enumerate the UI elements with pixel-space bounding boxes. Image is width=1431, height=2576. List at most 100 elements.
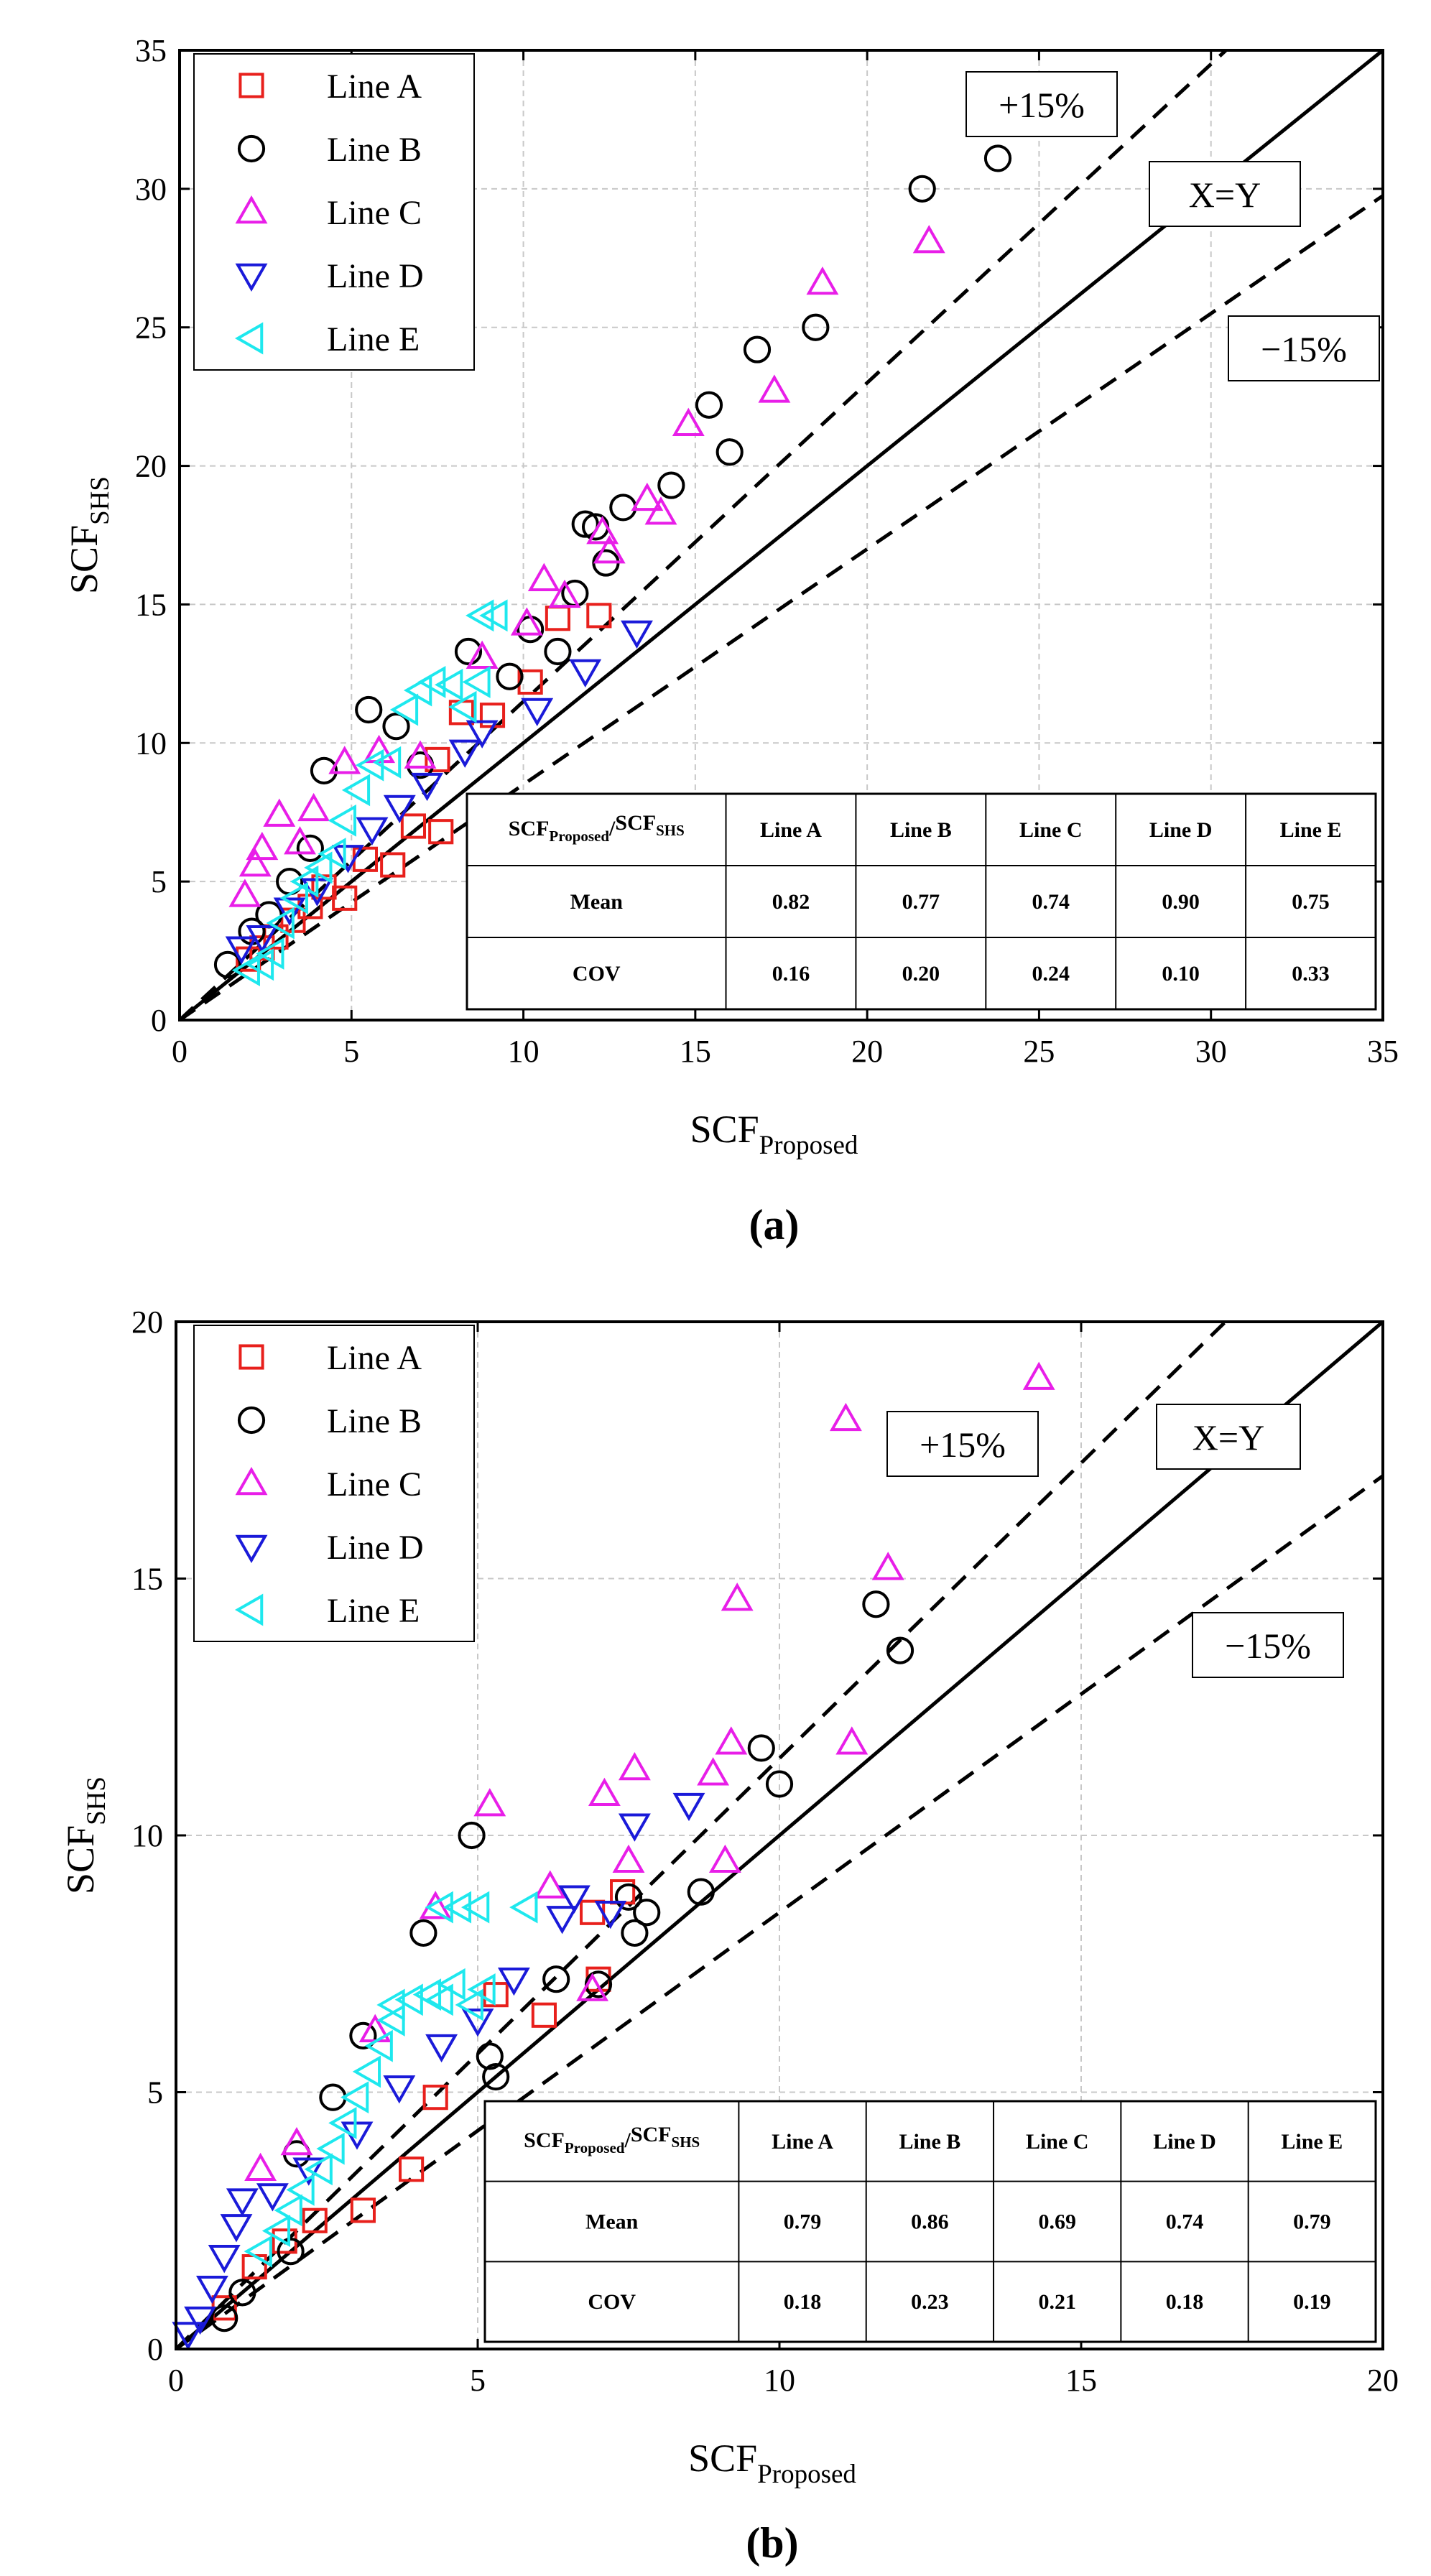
marker-line-e [286,2173,315,2206]
x-tick-label: 35 [1367,1034,1399,1069]
marker-line-b [802,313,830,341]
marker-line-e [425,1891,453,1924]
marker-line-c [297,792,330,822]
marker-line-c [473,1788,506,1817]
marker-line-b [544,637,572,666]
marker-line-b [614,1883,643,1911]
marker-line-b [908,175,936,203]
marker-line-b [862,1590,890,1618]
marker-line-c [527,562,560,591]
table-cell: 0.33 [1292,962,1330,986]
chart-panel-a: 0 5 10 15 20 25 30 3505101520253035SCFProposedS… [62,33,1399,1248]
marker-line-e [352,2055,381,2088]
marker-line-c [672,407,705,436]
reference-line-plus15 [176,1322,1227,2349]
marker-line-e [403,674,432,707]
marker-line-d [220,2214,253,2243]
marker-line-e [318,838,346,871]
marker-line-b [886,1636,914,1664]
annotation-box-xy [1156,1404,1301,1470]
marker-line-b [296,834,324,862]
marker-line-e [328,804,356,837]
legend-box [193,1325,475,1642]
x-tick-label: 5 [343,1034,359,1069]
table-cell: 0.18 [784,2290,822,2314]
table-header-ratio-part: / [608,817,616,840]
marker-line-c [1022,1361,1055,1390]
x-axis-title-sub: Proposed [757,2460,856,2489]
table-cell: 0.74 [1166,2210,1204,2234]
marker-line-e [479,599,508,632]
legend-box [193,53,475,371]
marker-line-d [521,698,554,727]
marker-line-a [400,813,427,839]
table-header-cell: Line B [899,2130,960,2154]
legend-label: Line D [327,257,424,295]
table-header-ratio-part: Proposed [565,2139,625,2156]
marker-line-b [228,2279,256,2307]
table-cell: 0.18 [1166,2290,1204,2314]
table-cell: 0.79 [1293,2210,1331,2234]
table-cell: 0.21 [1038,2290,1076,2314]
x-tick-label: 10 [508,1034,539,1069]
legend-marker [239,1344,264,1370]
legend-label: Line C [327,194,422,232]
marker-line-c [912,225,945,254]
legend-marker [237,134,266,163]
marker-line-b [621,1919,649,1947]
marker-line-d [466,720,499,749]
plot-frame [178,49,1384,1021]
x-tick-label: 25 [1023,1034,1055,1069]
marker-line-e [316,2132,345,2165]
marker-line-c [829,1402,862,1432]
table-header-ratio-part: Proposed [549,828,609,845]
table-row-label: COV [588,2290,636,2314]
marker-line-e [509,1891,538,1924]
marker-line-d [208,2245,241,2274]
marker-line-b [765,1770,794,1798]
x-axis-title-main: SCF [688,2437,757,2480]
marker-line-e [341,774,371,807]
marker-line-e [244,2235,272,2268]
marker-line-a [302,2207,328,2233]
legend-label: Line A [327,68,422,106]
legend-marker [235,263,268,292]
marker-line-e [245,948,274,981]
table-header-ratio-part: SCF [615,811,656,835]
marker-line-a [422,2085,448,2111]
marker-line-c [228,879,261,907]
legend: Line A Line B Line C Line D Line E [193,53,475,371]
marker-line-d [618,1813,651,1842]
table-frame [483,2100,1377,2343]
marker-line-d [557,1885,591,1914]
marker-line-d [461,2009,494,2037]
table-header-ratio-part: SHS [672,2133,700,2151]
marker-line-d [246,925,279,954]
marker-line-c [576,1973,609,2001]
summary-table: SCFProposed/SCFSHS Line A Line B Line C Line… [483,2100,1377,2343]
marker-line-c [244,2152,277,2181]
marker-line-b [310,756,338,784]
table-header-cell: Line B [890,818,952,842]
marker-line-d [292,2157,325,2186]
marker-line-e [256,937,284,970]
annotation-box-xy [1149,161,1301,227]
marker-line-e [394,1983,423,2016]
marker-line-e [389,693,419,726]
table-cell: 0.19 [1293,2290,1331,2314]
marker-line-e [372,746,402,779]
table-cell: 0.23 [911,2290,949,2314]
x-tick-label: 20 [851,1034,883,1069]
marker-line-c [806,266,839,295]
marker-line-e [437,1968,466,2001]
marker-line-e [261,2215,291,2247]
marker-line-d [172,2322,205,2350]
x-axis-title: SCFProposed [688,2437,856,2489]
legend-marker [235,1466,268,1496]
x-tick-label: 30 [1195,1034,1227,1069]
y-tick-label: 0 [147,2332,163,2367]
marker-line-b [476,2042,504,2070]
table-cell: 0.10 [1162,962,1200,986]
marker-line-c [246,831,279,861]
marker-line-d [332,845,364,874]
